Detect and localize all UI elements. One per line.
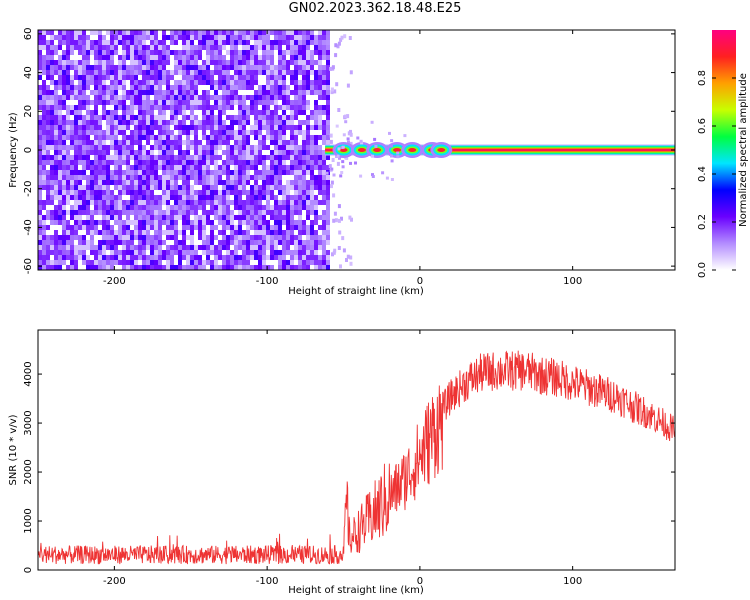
spectrogram-signal-blob: [430, 142, 453, 158]
spectrogram-x-tick-label: 100: [563, 276, 582, 287]
snr-y-tick: 4000: [23, 361, 675, 387]
snr-x-ticks: -200 -100 0 100: [103, 330, 582, 587]
spectrogram-x-tick: -100: [256, 30, 279, 287]
spectrogram-x-axis-label: Height of straight line (km): [288, 286, 424, 297]
colorbar-ticks: 0.0 0.2 0.4 0.6 0.8: [697, 70, 736, 278]
spectrogram-signal-blob: [366, 142, 389, 158]
spectrogram-x-ticks: -200 -100 0 100: [103, 30, 582, 287]
colorbar-tick-label: 0.0: [697, 262, 708, 278]
colorbar-tick: 0.4: [697, 166, 736, 182]
snr-y-tick: 1000: [23, 508, 675, 534]
spectrogram-signal-blob: [350, 142, 373, 158]
spectrogram-y-tick: -20: [23, 181, 675, 197]
spectrogram-y-tick-label: -60: [23, 258, 34, 274]
colorbar-tick-label: 0.4: [697, 166, 708, 182]
spectrogram-y-tick-label: -40: [23, 219, 34, 235]
colorbar-gradient: [712, 30, 736, 270]
spectrogram-y-tick: 0: [23, 147, 675, 153]
snr-x-tick-label: -100: [256, 576, 279, 587]
snr-x-tick: -100: [256, 330, 279, 587]
spectrogram-y-tick: 20: [23, 105, 675, 118]
spectrogram-signal-line: [325, 120, 675, 181]
snr-frame: [37, 329, 676, 571]
snr-series-line: [38, 350, 675, 565]
spectrogram-x-tick-label: 0: [417, 276, 423, 287]
spectrogram-y-tick: 40: [23, 66, 675, 79]
snr-y-tick: 0: [23, 567, 675, 573]
spectrogram-x-tick-label: -100: [256, 276, 279, 287]
colorbar-tick: 0.2: [697, 214, 736, 230]
spectrogram-x-tick: 0: [417, 30, 423, 287]
spectrogram-y-tick-label: 20: [23, 105, 34, 118]
snr-y-tick-label: 1000: [23, 508, 34, 533]
snr-y-tick-label: 4000: [23, 361, 34, 386]
snr-x-tick: 100: [563, 330, 582, 587]
colorbar: 0.0 0.2 0.4 0.6 0.8 Normalized spectral ampl…: [697, 30, 749, 278]
spectrogram-plot-area: [38, 30, 675, 270]
spectrogram-y-axis-label: Frequency (Hz): [8, 112, 19, 188]
spectrogram-signal-blob: [401, 142, 424, 158]
figure-title: GN02.2023.362.18.48.E25: [288, 1, 462, 16]
spectrogram-y-tick: 60: [23, 28, 675, 41]
colorbar-tick-label: 0.8: [697, 70, 708, 86]
spectrogram-y-tick-label: 40: [23, 66, 34, 79]
spectrogram-y-ticks: -60 -40 -20 0 20 40 60: [23, 28, 675, 274]
colorbar-tick-label: 0.6: [697, 118, 708, 134]
snr-y-tick-label: 3000: [23, 410, 34, 435]
snr-x-tick: 0: [417, 330, 423, 587]
spectrogram-y-tick-label: 60: [23, 28, 34, 41]
snr-x-tick-label: -200: [103, 576, 126, 587]
snr-x-tick-label: 100: [563, 576, 582, 587]
snr-x-tick-label: 0: [417, 576, 423, 587]
spectrogram-y-tick: -40: [23, 219, 675, 236]
colorbar-tick: 0.8: [697, 70, 736, 86]
snr-y-ticks: 0 1000 2000 3000 4000: [23, 361, 675, 573]
snr-y-tick: 3000: [23, 410, 675, 436]
spectrogram-x-tick: -200: [103, 30, 126, 287]
snr-plot-area: [38, 350, 675, 565]
spectrogram-x-tick-label: -200: [103, 276, 126, 287]
spectrogram-signal-blob: [332, 142, 355, 158]
snr-y-tick-label: 0: [23, 567, 34, 573]
colorbar-label: Normalized spectral amplitude: [738, 73, 749, 227]
spectrogram-y-tick-label: 0: [23, 147, 34, 153]
snr-y-axis-label: SNR (10 * v/v): [8, 414, 19, 485]
snr-y-tick: 2000: [23, 459, 675, 485]
snr-x-axis-label: Height of straight line (km): [288, 585, 424, 596]
colorbar-tick: 0.6: [697, 118, 736, 134]
snr-x-tick: -200: [103, 330, 126, 587]
colorbar-tick: 0.0: [697, 262, 736, 278]
spectrogram-y-tick: -60: [23, 258, 675, 274]
spectrogram-noise-field: [38, 30, 353, 270]
spectrogram-x-tick: 100: [563, 30, 582, 287]
colorbar-tick-label: 0.2: [697, 214, 708, 230]
snr-panel: -200 -100 0 100 0 1000 2000 3000 4000 Height of…: [8, 329, 676, 596]
snr-y-tick-label: 2000: [23, 459, 34, 484]
spectrogram-y-tick-label: -20: [23, 181, 34, 197]
